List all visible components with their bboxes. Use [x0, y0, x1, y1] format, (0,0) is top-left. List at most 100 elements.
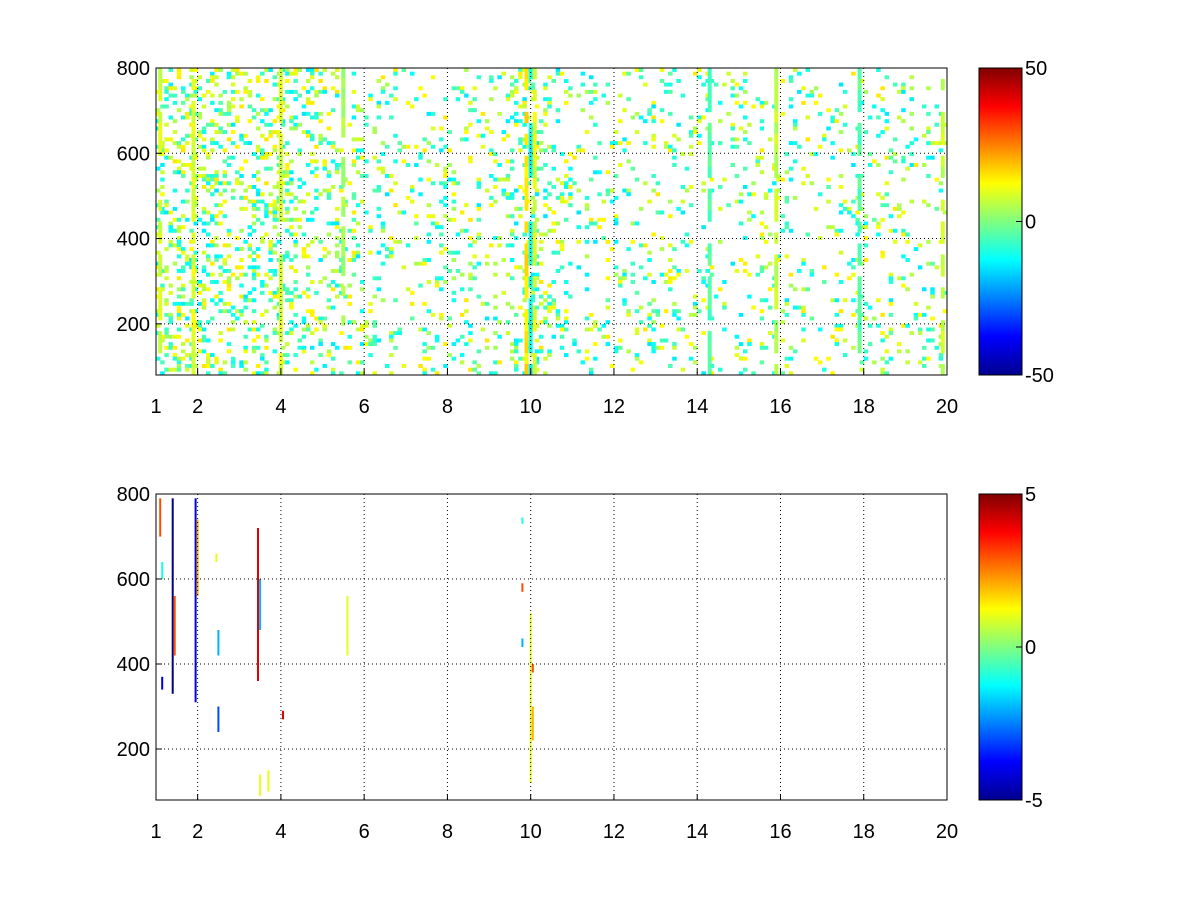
- heatmap-cell: [168, 283, 173, 288]
- heatmap-cell: [380, 75, 386, 80]
- heatmap-cell: [264, 345, 269, 350]
- heatmap-cell: [576, 93, 581, 98]
- heatmap-cell: [626, 97, 631, 102]
- heatmap-cell: [880, 130, 885, 135]
- heatmap-column-cell: [341, 87, 346, 98]
- x-tick-label: 12: [603, 821, 625, 843]
- heatmap-cell: [355, 104, 361, 109]
- heatmap-cell: [330, 269, 336, 273]
- heatmap-segment: [259, 774, 262, 796]
- heatmap-cell: [176, 225, 182, 230]
- heatmap-cell: [568, 166, 573, 171]
- heatmap-cell: [655, 181, 661, 186]
- heatmap-column-cell: [524, 287, 529, 299]
- heatmap-cell: [518, 206, 523, 211]
- heatmap-column-cell: [857, 68, 862, 80]
- heatmap-cell: [297, 122, 302, 127]
- heatmap-column-cell: [940, 133, 945, 146]
- heatmap-cell: [330, 141, 336, 146]
- heatmap-cell: [738, 104, 744, 109]
- heatmap-column-cell: [524, 276, 529, 288]
- heatmap-cell: [884, 371, 890, 376]
- heatmap-cell: [872, 360, 877, 365]
- heatmap-cell: [222, 148, 228, 153]
- heatmap-cell: [759, 221, 765, 226]
- heatmap-cell: [301, 104, 307, 109]
- heatmap-cell: [734, 144, 740, 149]
- heatmap-cell: [493, 272, 498, 277]
- heatmap-cell: [355, 108, 361, 113]
- heatmap-cell: [172, 243, 178, 248]
- heatmap-cell: [564, 79, 569, 83]
- heatmap-cell: [909, 86, 914, 91]
- heatmap-cell: [518, 137, 523, 142]
- heatmap-cell: [355, 250, 361, 255]
- heatmap-cell: [310, 360, 315, 365]
- heatmap-cell: [668, 214, 673, 219]
- heatmap-cell: [730, 163, 735, 167]
- heatmap-cell: [659, 323, 665, 328]
- heatmap-cell: [668, 148, 673, 153]
- heatmap-cell: [201, 137, 207, 142]
- heatmap-cell: [255, 272, 261, 277]
- heatmap-cell: [526, 181, 531, 186]
- heatmap-cell: [185, 93, 190, 98]
- heatmap-cell: [272, 203, 278, 208]
- heatmap-cell: [701, 280, 706, 284]
- heatmap-cell: [697, 75, 702, 80]
- heatmap-cell: [568, 86, 573, 91]
- heatmap-cell: [293, 323, 298, 328]
- heatmap-cell: [210, 71, 215, 76]
- heatmap-cell: [156, 217, 161, 222]
- heatmap-cell: [722, 177, 727, 182]
- heatmap-cell: [534, 177, 540, 182]
- heatmap-cell: [268, 192, 273, 197]
- heatmap-column-cell: [528, 276, 533, 288]
- heatmap-cell: [297, 199, 302, 204]
- heatmap-cell: [226, 232, 232, 237]
- heatmap-cell: [801, 258, 806, 262]
- heatmap-cell: [393, 298, 398, 303]
- heatmap-cell: [255, 177, 261, 182]
- heatmap-cell: [218, 203, 223, 208]
- colorbar-tick-label: 0: [1025, 212, 1036, 234]
- heatmap-cell: [193, 137, 198, 142]
- heatmap-cell: [926, 126, 931, 131]
- heatmap-cell: [730, 122, 735, 127]
- heatmap-cell: [472, 254, 477, 259]
- heatmap-cell: [168, 239, 173, 244]
- heatmap-cell: [193, 155, 198, 160]
- heatmap-cell: [655, 345, 661, 350]
- heatmap-cell: [601, 323, 606, 328]
- heatmap-cell: [605, 320, 611, 325]
- heatmap-segment: [521, 638, 524, 647]
- heatmap-cell: [260, 148, 265, 153]
- heatmap-cell: [322, 276, 327, 281]
- y-tick-label: 400: [117, 229, 150, 251]
- heatmap-cell: [193, 320, 198, 325]
- heatmap-cell: [260, 312, 265, 317]
- heatmap-cell: [318, 111, 323, 116]
- heatmap-cell: [193, 89, 198, 94]
- heatmap-cell: [181, 342, 186, 347]
- heatmap-cell: [222, 181, 228, 186]
- heatmap-cell: [285, 250, 290, 255]
- heatmap-cell: [280, 287, 286, 292]
- heatmap-cell: [214, 130, 219, 135]
- heatmap-cell: [226, 243, 232, 248]
- heatmap-cell: [235, 71, 240, 76]
- heatmap-cell: [193, 364, 198, 368]
- heatmap-cell: [268, 298, 273, 303]
- heatmap-cell: [243, 159, 248, 164]
- heatmap-cell: [197, 290, 203, 295]
- heatmap-cell: [206, 174, 211, 178]
- heatmap-cell: [168, 210, 173, 215]
- heatmap-segment: [282, 710, 284, 720]
- heatmap-segment: [196, 519, 199, 596]
- heatmap-cell: [268, 203, 273, 208]
- heatmap-cell: [509, 243, 515, 248]
- heatmap-column-cell: [524, 133, 529, 146]
- x-tick-label: 6: [359, 396, 370, 418]
- heatmap-cell: [509, 356, 515, 361]
- heatmap-column-cell: [191, 155, 196, 167]
